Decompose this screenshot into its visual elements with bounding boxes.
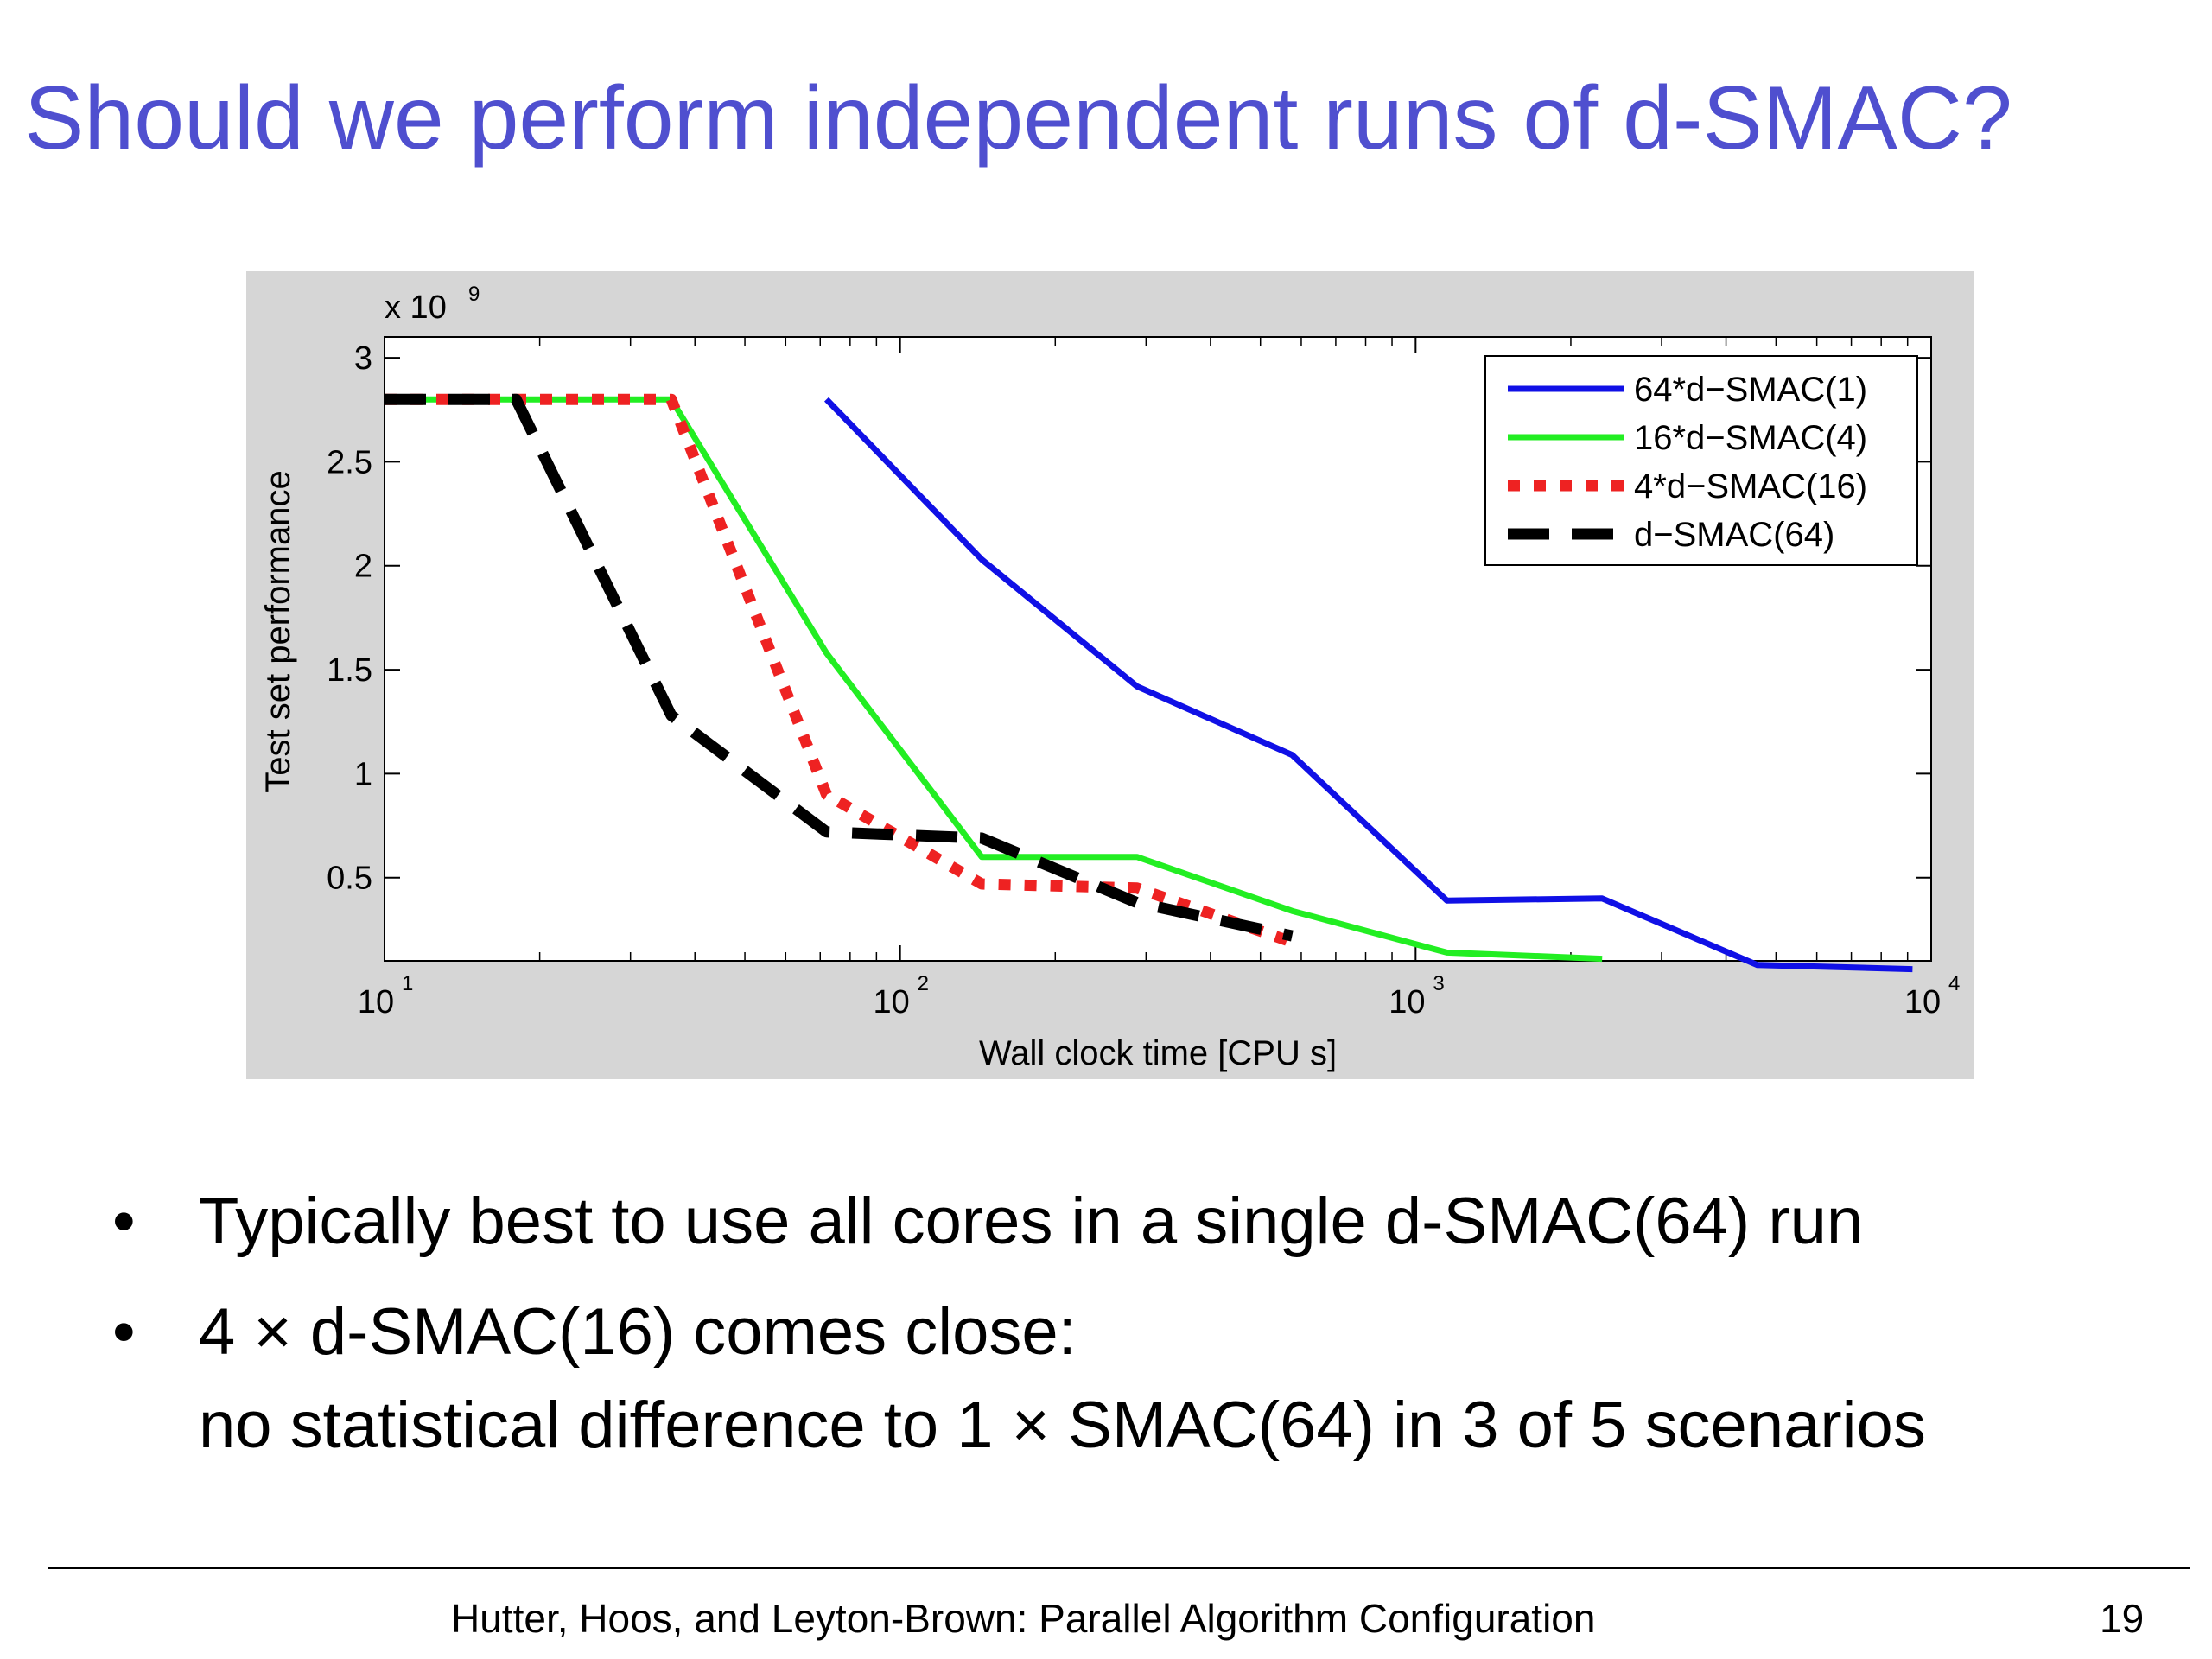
y-tick-label: 2 xyxy=(354,549,372,585)
y-axis-label: Test set performance xyxy=(259,470,297,793)
legend-label: d−SMAC(64) xyxy=(1634,516,1834,554)
x-tick-label: 10 xyxy=(1904,984,1941,1020)
series-line-16-d-smac-4 xyxy=(385,396,1603,963)
x-tick-exponent: 1 xyxy=(402,972,413,995)
legend-label: 64*d−SMAC(1) xyxy=(1634,371,1867,409)
bullet-item: • Typically best to use all cores in a s… xyxy=(112,1175,2186,1268)
bullet-list: • Typically best to use all cores in a s… xyxy=(112,1175,2186,1472)
x-tick-label: 10 xyxy=(358,984,394,1020)
y-multiplier: x 10 xyxy=(385,289,447,326)
bullet-text-continuation: no statistical difference to 1 × SMAC(64… xyxy=(199,1389,1926,1462)
bullet-text: 4 × d-SMAC(16) comes close: xyxy=(199,1295,1077,1369)
line-chart: 0.5 1 1.5 2 2.5 3 10 1 10 2 10 3 10 4 x 10 9 Wall clock … xyxy=(259,283,1960,1072)
series-line-64-d-smac-1 xyxy=(823,397,1913,973)
x-tick-label: 10 xyxy=(874,984,910,1020)
x-axis-label: Wall clock time [CPU s] xyxy=(979,1034,1337,1072)
y-tick-label: 1 xyxy=(354,756,372,792)
y-tick-label: 2.5 xyxy=(327,444,372,480)
x-tick-exponent: 4 xyxy=(1948,972,1960,995)
series-line-d-smac-64 xyxy=(385,393,1294,942)
bullet-marker: • xyxy=(112,1185,136,1258)
x-tick-exponent: 2 xyxy=(918,972,929,995)
y-multiplier-exponent: 9 xyxy=(468,283,480,306)
y-tick-label: 1.5 xyxy=(327,652,372,689)
y-tick-label: 0.5 xyxy=(327,861,372,897)
figure-panel: 0.5 1 1.5 2 2.5 3 10 1 10 2 10 3 10 4 x 10 9 Wall clock … xyxy=(246,271,1974,1079)
bullet-text: Typically best to use all cores in a sin… xyxy=(199,1185,1864,1258)
bullet-item: • 4 × d-SMAC(16) comes close: no statist… xyxy=(112,1286,2186,1472)
slide-title: Should we perform independent runs of d-… xyxy=(24,68,2012,168)
footer-citation: Hutter, Hoos, and Leyton-Brown: Parallel… xyxy=(451,1596,1596,1641)
page-number: 19 xyxy=(2100,1596,2145,1641)
legend-label: 16*d−SMAC(4) xyxy=(1634,419,1867,457)
x-tick-label: 10 xyxy=(1389,984,1425,1020)
footer-divider xyxy=(48,1567,2190,1569)
y-tick-label: 3 xyxy=(354,340,372,377)
legend-label: 4*d−SMAC(16) xyxy=(1634,467,1867,505)
x-tick-exponent: 3 xyxy=(1433,972,1444,995)
series-line-4-d-smac-16 xyxy=(385,393,1294,948)
bullet-marker: • xyxy=(112,1295,136,1369)
